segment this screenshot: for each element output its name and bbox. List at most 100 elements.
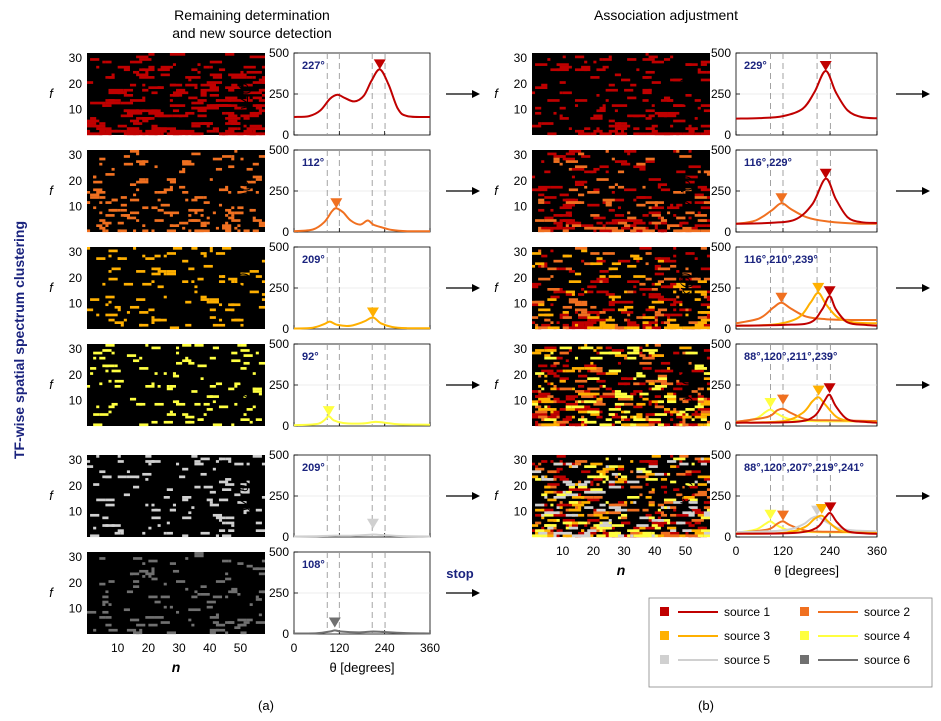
tf-cell xyxy=(105,201,112,204)
tf-cell xyxy=(621,300,634,304)
tf-cell xyxy=(240,282,244,286)
tf-cell xyxy=(172,503,176,507)
tf-cell xyxy=(624,132,628,136)
tf-cell xyxy=(139,178,146,181)
tf-cell xyxy=(663,58,671,61)
tf-cell xyxy=(151,127,161,130)
tf-cell xyxy=(639,288,652,291)
tf-f-label: f xyxy=(49,377,54,392)
tf-cell xyxy=(565,490,572,494)
tf-cell xyxy=(218,519,223,522)
tf-cell xyxy=(231,214,235,217)
tf-cell xyxy=(535,349,545,352)
tf-cell xyxy=(535,326,539,330)
tf-cell xyxy=(667,226,671,230)
tf-cell xyxy=(108,254,112,258)
tf-cell xyxy=(642,293,646,296)
tf-cell xyxy=(633,198,637,202)
tf-cell xyxy=(614,405,621,409)
tf-cell xyxy=(157,198,161,202)
tf-cell xyxy=(535,478,542,481)
tf-cell xyxy=(258,99,265,102)
tf-cell xyxy=(206,605,213,609)
tf-cell xyxy=(559,478,569,481)
tf-cell xyxy=(240,99,253,102)
tf-cell xyxy=(541,460,548,463)
legend-label: source 6 xyxy=(864,653,910,667)
tf-cell xyxy=(651,534,655,538)
tf-cell xyxy=(108,208,118,212)
y-axis-label: yk'(θ) xyxy=(678,78,693,110)
tf-cell xyxy=(252,219,262,222)
tf-cell xyxy=(682,511,695,515)
tf-cell xyxy=(627,534,631,538)
tf-cell xyxy=(642,76,652,79)
tf-cell xyxy=(102,104,106,107)
tf-cell xyxy=(670,531,680,535)
tf-cell xyxy=(553,155,563,158)
tf-cell xyxy=(237,206,244,210)
tf-cell xyxy=(105,101,121,105)
tf-cell xyxy=(642,367,652,370)
tf-cell xyxy=(574,460,588,463)
tf-cell xyxy=(541,323,551,327)
tf-cell xyxy=(602,65,609,69)
tf-cell xyxy=(630,392,637,396)
tf-cell xyxy=(188,208,198,212)
tf-cell xyxy=(538,390,542,393)
tf-cell xyxy=(703,478,710,481)
tf-cell xyxy=(172,247,183,250)
tf-cell xyxy=(663,321,671,324)
tf-cell xyxy=(157,208,164,212)
tf-cell xyxy=(225,96,238,100)
y-tick-label: 250 xyxy=(269,489,289,503)
tf-cell xyxy=(228,127,238,130)
tf-cell xyxy=(99,413,109,416)
tf-cell xyxy=(218,68,226,72)
legend-swatch xyxy=(800,607,809,616)
tf-cell xyxy=(538,308,551,312)
tf-cell xyxy=(105,616,112,619)
tf-cell xyxy=(571,496,585,499)
tf-cell xyxy=(222,247,232,250)
tf-cell xyxy=(700,124,710,128)
tf-cell xyxy=(102,282,106,286)
tf-cell xyxy=(123,94,134,97)
tf-cell xyxy=(215,167,223,171)
spectrum-line-source-2 xyxy=(735,520,878,534)
tf-cell xyxy=(697,408,701,411)
tf-cell xyxy=(541,493,548,497)
tf-cell xyxy=(225,214,229,217)
tf-cell xyxy=(599,270,609,273)
tf-cell xyxy=(538,534,548,538)
x-tick-label: 240 xyxy=(820,544,840,558)
tf-cell xyxy=(599,516,609,520)
tf-cell xyxy=(651,288,658,291)
tf-cell xyxy=(691,418,695,421)
tf-cell xyxy=(587,316,600,319)
tf-cell xyxy=(129,397,137,401)
tf-cell xyxy=(99,582,106,586)
tf-cell xyxy=(593,326,603,330)
y-tick-label: 0 xyxy=(282,530,289,544)
tf-cell xyxy=(584,170,594,174)
tf-cell xyxy=(203,402,210,406)
tf-cell xyxy=(685,308,689,312)
tf-cell xyxy=(633,382,640,386)
tf-cell xyxy=(660,188,671,192)
tf-x-tick-label: 30 xyxy=(172,641,186,655)
tf-cell xyxy=(642,185,646,189)
tf-cell xyxy=(676,472,686,476)
tf-cell xyxy=(151,569,155,573)
tf-cell xyxy=(663,395,677,398)
tf-cell xyxy=(547,405,551,409)
tf-cell xyxy=(648,420,661,424)
tf-cell xyxy=(87,229,91,233)
tf-cell xyxy=(559,106,566,110)
tf-cell xyxy=(691,326,704,330)
tf-cell xyxy=(605,465,609,468)
tf-cell xyxy=(581,496,585,499)
tf-cell xyxy=(212,346,219,350)
